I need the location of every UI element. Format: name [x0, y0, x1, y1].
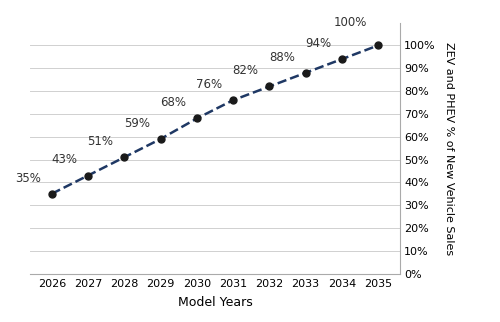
Text: 94%: 94% — [305, 37, 331, 50]
Text: 59%: 59% — [124, 117, 150, 130]
Text: 35%: 35% — [15, 172, 41, 185]
Text: 43%: 43% — [51, 153, 77, 166]
X-axis label: Model Years: Model Years — [178, 296, 252, 309]
Text: 51%: 51% — [88, 135, 114, 148]
Text: 100%: 100% — [334, 16, 368, 29]
Text: 76%: 76% — [196, 78, 222, 91]
Y-axis label: ZEV and PHEV % of New Vehicle Sales: ZEV and PHEV % of New Vehicle Sales — [444, 42, 454, 255]
Text: 82%: 82% — [232, 64, 258, 77]
Text: 68%: 68% — [160, 96, 186, 109]
Text: 88%: 88% — [269, 51, 295, 64]
